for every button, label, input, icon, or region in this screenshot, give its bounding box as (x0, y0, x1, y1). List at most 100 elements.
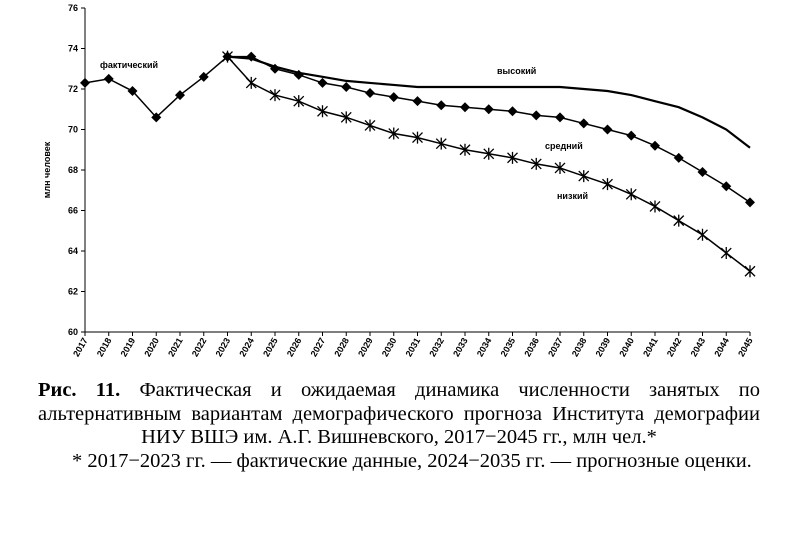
x-tick-label: 2040 (617, 336, 636, 358)
point (697, 228, 708, 241)
y-tick-label: 72 (68, 84, 78, 94)
point (721, 181, 732, 192)
point (602, 124, 613, 135)
x-tick-label: 2023 (214, 336, 233, 358)
point (483, 147, 495, 160)
point (744, 265, 756, 278)
x-tick-label: 2017 (71, 336, 90, 358)
x-tick-label: 2030 (380, 336, 399, 358)
point (388, 92, 399, 103)
point (459, 143, 471, 156)
point (317, 77, 328, 88)
point (626, 130, 637, 141)
x-tick-label: 2021 (166, 336, 185, 358)
point (673, 152, 684, 163)
point (269, 89, 281, 102)
point (673, 214, 685, 227)
point (483, 104, 494, 115)
x-tick-label: 2038 (570, 336, 589, 358)
point (340, 111, 352, 124)
point (745, 197, 755, 208)
x-tick-label: 2031 (404, 336, 423, 358)
point (554, 161, 566, 174)
point (555, 112, 565, 123)
caption-footnote: * 2017−2023 гг. — фактические данные, 20… (72, 449, 752, 472)
point (625, 188, 637, 201)
x-tick-label: 2032 (427, 336, 446, 358)
x-tick-label: 2022 (190, 336, 209, 358)
y-tick-label: 62 (68, 287, 78, 297)
point (270, 63, 280, 74)
point (365, 88, 375, 99)
series-line (227, 55, 751, 204)
point (650, 140, 660, 151)
y-tick-label: 74 (68, 44, 78, 54)
point (460, 102, 470, 113)
x-tick-label: 2036 (522, 336, 541, 358)
x-tick-label: 2044 (712, 336, 731, 358)
x-tick-label: 2042 (665, 336, 684, 358)
point (246, 51, 257, 62)
x-tick-label: 2024 (237, 336, 256, 358)
point (412, 131, 423, 144)
point (388, 127, 400, 140)
point (697, 167, 708, 178)
y-tick-label: 60 (68, 327, 78, 337)
x-tick-label: 2027 (309, 336, 328, 358)
point (435, 137, 447, 150)
caption-title: Фактическая и ожидаемая динамика численн… (38, 379, 761, 448)
series-label: средний (545, 141, 583, 151)
x-tick-label: 2041 (641, 336, 660, 358)
point (317, 105, 328, 118)
x-tick-label: 2033 (451, 336, 470, 358)
y-tick-label: 66 (68, 206, 78, 216)
x-tick-label: 2029 (356, 336, 375, 358)
x-tick-label: 2034 (475, 336, 494, 358)
x-tick-label: 2025 (261, 336, 280, 358)
y-tick-label: 64 (68, 246, 78, 256)
point (436, 100, 447, 111)
series-label: фактический (100, 60, 158, 70)
point (103, 73, 114, 84)
x-tick-label: 2019 (119, 336, 138, 358)
y-tick-label: 68 (68, 165, 78, 175)
caption-label: Рис. 11. (38, 379, 121, 401)
point (293, 95, 305, 108)
series-line (227, 55, 751, 149)
x-tick-label: 2018 (95, 336, 114, 358)
caption-main: Рис. 11. Фактическая и ожидаемая динамик… (38, 379, 760, 450)
point (175, 90, 185, 101)
x-tick-label: 2026 (285, 336, 304, 358)
point (293, 69, 304, 80)
point (578, 170, 590, 183)
y-tick-label: 76 (68, 3, 78, 13)
caption: Рис. 11. Фактическая и ожидаемая динамик… (38, 379, 760, 473)
point (530, 157, 542, 170)
point (341, 81, 352, 92)
chart: млн человек 60 62 64 66 68 70 72 74 76 2017 2018 20… (42, 3, 756, 358)
point (245, 76, 257, 89)
x-tick-label: 2020 (142, 336, 161, 358)
series-line (226, 56, 751, 272)
x-tick-label: 2043 (689, 336, 708, 358)
point (412, 96, 423, 107)
point (507, 106, 518, 117)
point (602, 178, 613, 191)
point (198, 71, 209, 82)
x-tick-label: 2037 (546, 336, 565, 358)
y-axis-label: млн человек (42, 141, 52, 198)
x-tick-label: 2028 (332, 336, 351, 358)
point (222, 50, 233, 63)
point (531, 110, 542, 121)
point (649, 200, 661, 213)
point (127, 86, 138, 97)
point (364, 119, 376, 132)
x-tick-label: 2039 (594, 336, 613, 358)
y-tick-label: 70 (68, 125, 78, 135)
point (720, 247, 732, 260)
point (578, 118, 589, 129)
series-label: высокий (497, 66, 536, 76)
x-tick-label: 2045 (736, 336, 755, 358)
point (507, 151, 518, 164)
